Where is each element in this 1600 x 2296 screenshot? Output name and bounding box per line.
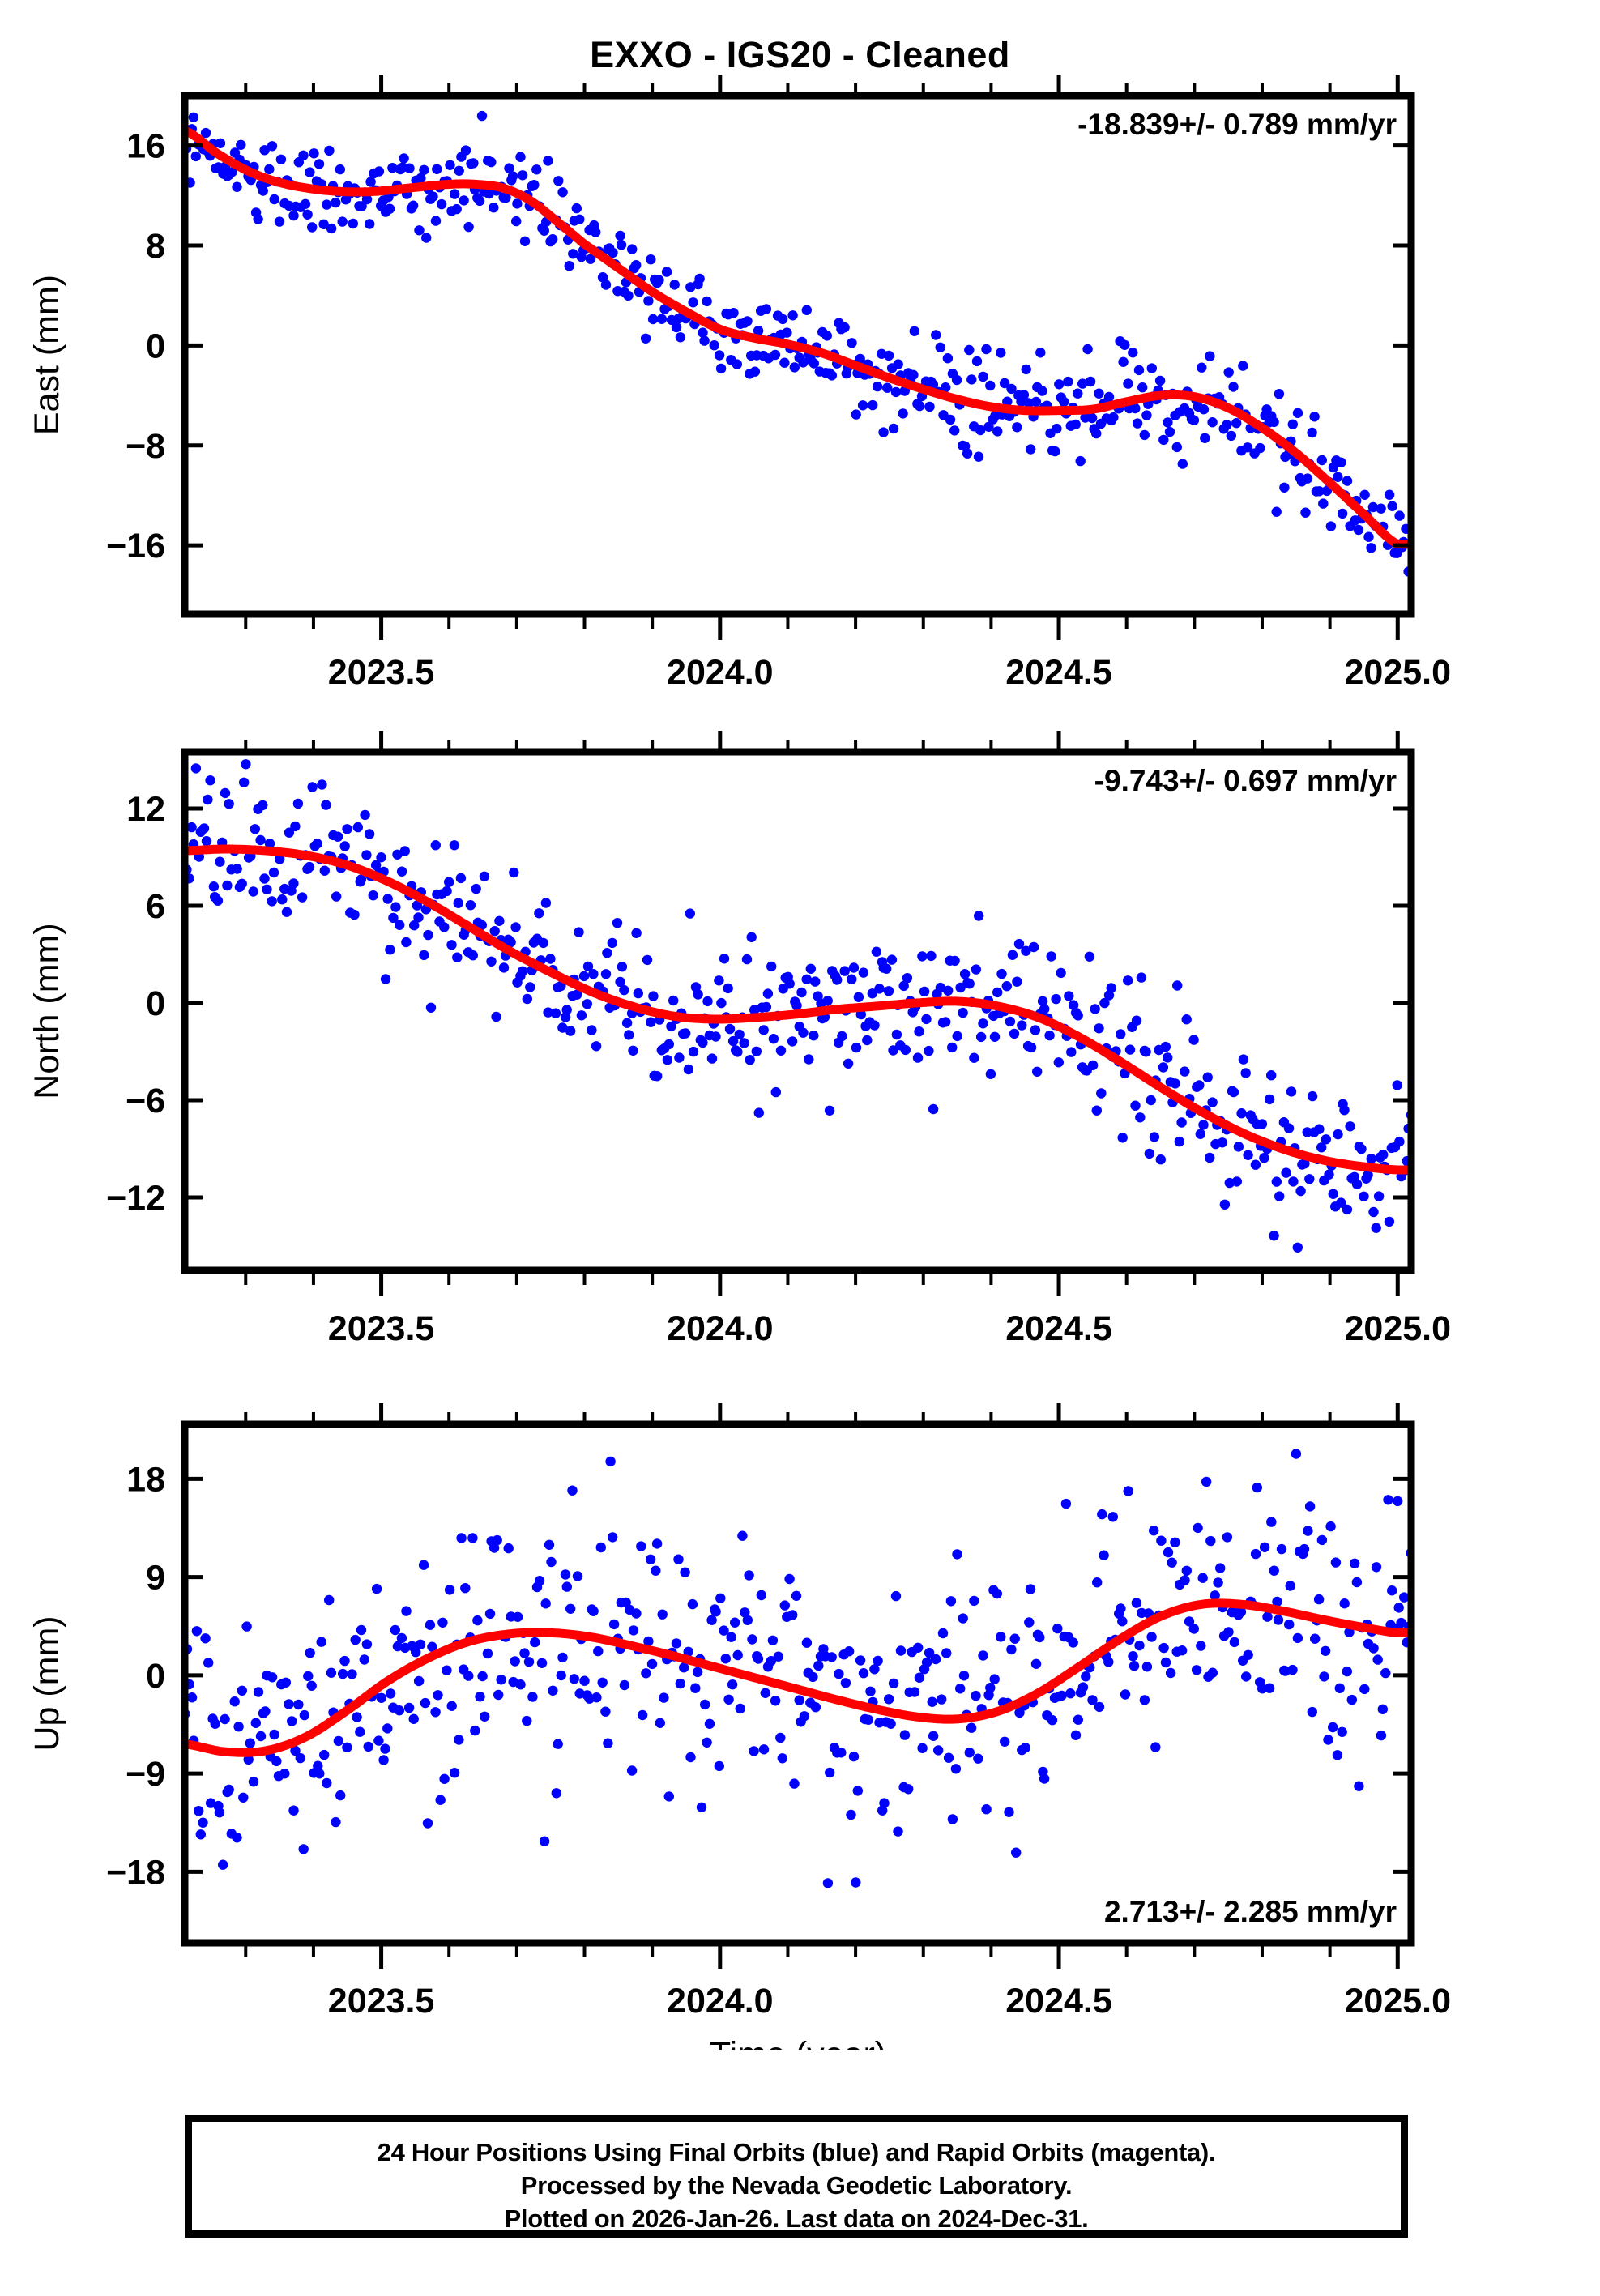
footer-line-processed-by: Processed by the Nevada Geodetic Laborat…	[520, 2171, 1073, 2200]
scatter-points-up	[185, 1424, 1411, 1888]
y-ticklabel-up: 0	[146, 1657, 165, 1696]
rate-annotation-east: -18.839+/- 0.789 mm/yr	[1077, 108, 1397, 141]
y-axis-label-north: North (mm)	[28, 923, 66, 1099]
data-layer-north	[185, 759, 1411, 1253]
data-layer-east	[185, 110, 1411, 577]
y-ticklabel-east: −8	[126, 427, 165, 466]
x-ticklabel-east: 2023.5	[328, 653, 435, 692]
chart-north: 12 6 0 −6 −12 2023.5 2024.0 2024.5 2025.0 North (…	[28, 731, 1452, 1348]
scatter-points-north	[185, 759, 1411, 1253]
footer-line-plot-dates: Plotted on 2026-Jan-26. Last data on 202…	[504, 2204, 1089, 2233]
y-axis-label-east: East (mm)	[28, 275, 66, 435]
rate-annotation-north: -9.743+/- 0.697 mm/yr	[1094, 764, 1397, 797]
chart-up: 18 9 0 −9 −18 2023.5 2024.0 2024.5 2025.0 Up (mm)…	[28, 1403, 1452, 2050]
x-ticklabel-up: 2024.0	[667, 1982, 774, 2021]
plot-frame-north	[181, 748, 1415, 1274]
x-ticklabel-north: 2023.5	[328, 1309, 435, 1348]
y-ticklabel-north: 0	[146, 984, 165, 1023]
y-ticklabel-up: 18	[126, 1460, 165, 1499]
x-ticklabel-east: 2025.0	[1345, 653, 1452, 692]
chart-east: 16 8 0 −8 −16 2023.5 2024.0 2024.5 2025.0 East (m…	[28, 75, 1452, 692]
y-ticklabel-east: 16	[126, 127, 165, 166]
x-ticklabel-north: 2025.0	[1345, 1309, 1452, 1348]
x-ticklabel-north: 2024.5	[1005, 1309, 1112, 1348]
footer-line-orbits: 24 Hour Positions Using Final Orbits (bl…	[377, 2138, 1216, 2166]
rate-annotation-up: 2.713+/- 2.285 mm/yr	[1104, 1895, 1397, 1928]
x-ticklabel-up: 2024.5	[1005, 1982, 1112, 2021]
footer-caption-box: 24 Hour Positions Using Final Orbits (bl…	[185, 2115, 1408, 2238]
y-ticklabel-east: 0	[146, 326, 165, 365]
trend-line-north	[185, 844, 1411, 1175]
panel-east: 16 8 0 −8 −16 2023.5 2024.0 2024.5 2025.0 East (m…	[0, 49, 1600, 721]
x-axis-label: Time (year)	[710, 2035, 886, 2050]
plot-frame-up	[181, 1420, 1415, 1947]
x-ticklabel-east: 2024.5	[1005, 653, 1112, 692]
y-ticklabel-up: −9	[126, 1755, 165, 1794]
x-ticklabel-east: 2024.0	[667, 653, 774, 692]
y-ticklabel-north: 6	[146, 887, 165, 926]
y-ticklabel-east: 8	[146, 227, 165, 266]
y-ticklabel-north: −12	[106, 1179, 165, 1218]
plot-frame-east	[181, 92, 1415, 618]
y-ticklabel-north: −6	[126, 1082, 165, 1120]
x-ticklabel-north: 2024.0	[667, 1309, 774, 1348]
x-ticklabel-up: 2025.0	[1345, 1982, 1452, 2021]
y-axis-label-up: Up (mm)	[28, 1615, 66, 1751]
page-title: EXXO - IGS20 - Cleaned	[590, 34, 1010, 75]
y-ticklabel-up: 9	[146, 1559, 165, 1598]
data-layer-up	[185, 1424, 1411, 1888]
x-ticklabel-up: 2023.5	[328, 1982, 435, 2021]
trend-line-up	[185, 1598, 1411, 1757]
y-ticklabel-east: −16	[106, 527, 165, 565]
trend-line-east	[185, 126, 1411, 549]
y-ticklabel-up: −18	[106, 1853, 165, 1892]
panel-up: 18 9 0 −9 −18 2023.5 2024.0 2024.5 2025.0 Up (mm)…	[0, 1377, 1600, 2050]
panel-north: 12 6 0 −6 −12 2023.5 2024.0 2024.5 2025.0 North (…	[0, 705, 1600, 1377]
y-ticklabel-north: 12	[126, 790, 165, 829]
